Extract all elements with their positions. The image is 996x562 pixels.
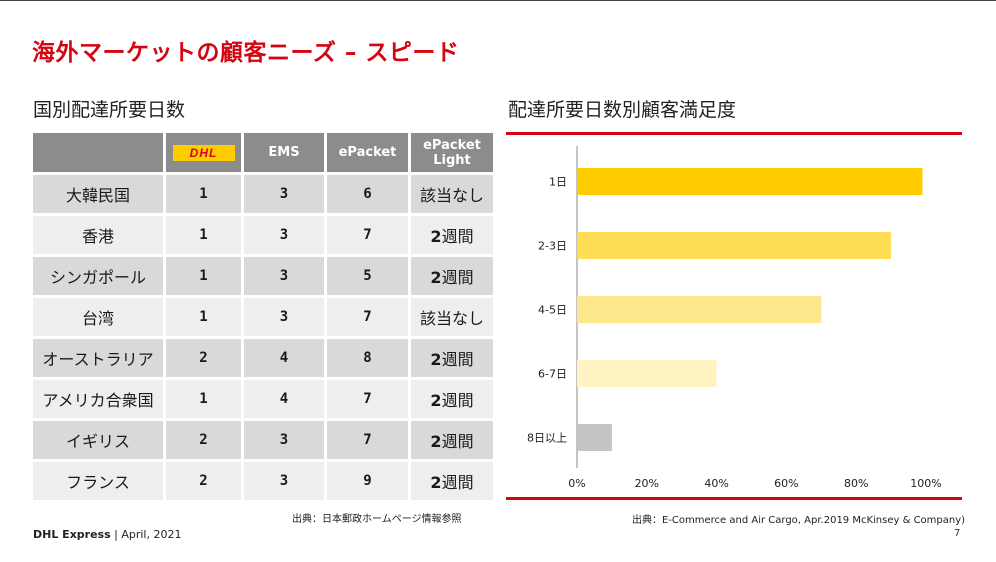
- ems-days-cell: 4: [244, 380, 324, 418]
- epacket-days-cell: 8: [327, 339, 408, 377]
- epacket-light-text: 週間: [441, 350, 474, 369]
- table-row: イギリス 2 3 7 2週間: [33, 421, 493, 459]
- header-epacket-light: ePacket Light: [411, 133, 493, 172]
- ems-days-cell: 3: [244, 216, 324, 254]
- top-rule: [0, 0, 996, 1]
- dhl-logo: DHL: [172, 144, 235, 161]
- epacket-days-cell: 7: [327, 216, 408, 254]
- epacket-days-cell: 5: [327, 257, 408, 295]
- epacket-days-cell: 7: [327, 380, 408, 418]
- country-cell: 台湾: [33, 298, 163, 336]
- x-tick-label: 100%: [910, 477, 941, 490]
- epacket-days-cell: 7: [327, 421, 408, 459]
- category-label: 4-5日: [538, 304, 567, 317]
- chart-section-title: 配達所要日数別顧客満足度: [508, 99, 737, 121]
- ems-days-cell: 4: [244, 339, 324, 377]
- header-blank: [33, 133, 163, 172]
- chart-bottom-rule: [506, 497, 962, 500]
- ems-days-cell: 3: [244, 175, 324, 213]
- ems-days-cell: 3: [244, 257, 324, 295]
- epacket-light-days-cell: 2週間: [411, 339, 493, 377]
- dhl-days-cell: 1: [166, 257, 241, 295]
- table-row: シンガポール 1 3 5 2週間: [33, 257, 493, 295]
- table-header-row: DHL EMS ePacket ePacket Light: [33, 133, 493, 172]
- dhl-days-cell: 1: [166, 298, 241, 336]
- dhl-days-cell: 2: [166, 421, 241, 459]
- table-row: 大韓民国 1 3 6 該当なし: [33, 175, 493, 213]
- ems-days-cell: 3: [244, 298, 324, 336]
- table-row: 香港 1 3 7 2週間: [33, 216, 493, 254]
- x-tick-label: 40%: [704, 477, 728, 490]
- bar-0: [577, 168, 923, 195]
- bar-2: [577, 296, 822, 323]
- epacket-light-text: 週間: [441, 391, 474, 410]
- epacket-light-num: 2: [430, 432, 442, 451]
- page-number: 7: [954, 528, 961, 539]
- category-label: 6-7日: [538, 368, 567, 381]
- category-label: 1日: [549, 176, 567, 189]
- epacket-light-text: 週間: [441, 268, 474, 287]
- x-tick-label: 80%: [844, 477, 868, 490]
- satisfaction-bar-chart: 1日 2-3日 4-5日 6-7日 8日以上 0% 20% 40% 60% 80% 100%: [527, 146, 942, 490]
- epacket-light-num: 2: [430, 227, 442, 246]
- epacket-light-text: 週間: [441, 432, 474, 451]
- epacket-light-days-cell: 該当なし: [411, 298, 493, 336]
- dhl-days-cell: 2: [166, 339, 241, 377]
- ems-days-cell: 3: [244, 421, 324, 459]
- epacket-light-num: 2: [430, 473, 442, 492]
- epacket-light-text: 週間: [441, 227, 474, 246]
- bar-4: [577, 424, 612, 451]
- epacket-light-num: 2: [430, 350, 442, 369]
- dhl-days-cell: 1: [166, 380, 241, 418]
- epacket-light-days-cell: 2週間: [411, 257, 493, 295]
- epacket-light-days-cell: 該当なし: [411, 175, 493, 213]
- epacket-light-text: 該当なし: [419, 309, 484, 328]
- category-label: 2-3日: [538, 240, 567, 253]
- delivery-days-table: DHL EMS ePacket ePacket Light 大韓民国 1 3 6 該当な…: [30, 130, 496, 503]
- bar-1: [577, 232, 892, 259]
- epacket-light-days-cell: 2週間: [411, 380, 493, 418]
- epacket-light-num: 2: [430, 391, 442, 410]
- footer-brand: DHL Express | April, 2021: [33, 528, 182, 541]
- epacket-light-text: 該当なし: [419, 186, 484, 205]
- header-ems: EMS: [244, 133, 324, 172]
- epacket-light-num: 2: [430, 268, 442, 287]
- country-cell: フランス: [33, 462, 163, 500]
- dhl-days-cell: 2: [166, 462, 241, 500]
- slide-title: 海外マーケットの顧客ニーズ – スピード: [32, 40, 460, 66]
- source-note-chart: 出典：E-Commerce and Air Cargo, Apr.2019 Mc…: [632, 515, 966, 526]
- country-cell: アメリカ合衆国: [33, 380, 163, 418]
- x-tick-label: 60%: [774, 477, 798, 490]
- bar-3: [577, 360, 717, 387]
- source-note-table: 出典：日本郵政ホームページ情報参照: [292, 514, 462, 525]
- country-cell: イギリス: [33, 421, 163, 459]
- x-tick-label: 20%: [635, 477, 659, 490]
- epacket-days-cell: 7: [327, 298, 408, 336]
- country-cell: 大韓民国: [33, 175, 163, 213]
- table-row: アメリカ合衆国 1 4 7 2週間: [33, 380, 493, 418]
- header-dhl: DHL: [166, 133, 241, 172]
- epacket-days-cell: 6: [327, 175, 408, 213]
- x-tick-label: 0%: [568, 477, 585, 490]
- country-cell: シンガポール: [33, 257, 163, 295]
- country-cell: オーストラリア: [33, 339, 163, 377]
- chart-top-rule: [506, 132, 962, 135]
- header-epacket: ePacket: [327, 133, 408, 172]
- epacket-light-text: 週間: [441, 473, 474, 492]
- epacket-light-days-cell: 2週間: [411, 216, 493, 254]
- epacket-days-cell: 9: [327, 462, 408, 500]
- table-row: フランス 2 3 9 2週間: [33, 462, 493, 500]
- category-label: 8日以上: [527, 432, 567, 445]
- table-row: 台湾 1 3 7 該当なし: [33, 298, 493, 336]
- dhl-days-cell: 1: [166, 216, 241, 254]
- ems-days-cell: 3: [244, 462, 324, 500]
- table-row: オーストラリア 2 4 8 2週間: [33, 339, 493, 377]
- table-section-title: 国別配達所要日数: [33, 99, 186, 121]
- epacket-light-days-cell: 2週間: [411, 462, 493, 500]
- dhl-days-cell: 1: [166, 175, 241, 213]
- epacket-light-days-cell: 2週間: [411, 421, 493, 459]
- country-cell: 香港: [33, 216, 163, 254]
